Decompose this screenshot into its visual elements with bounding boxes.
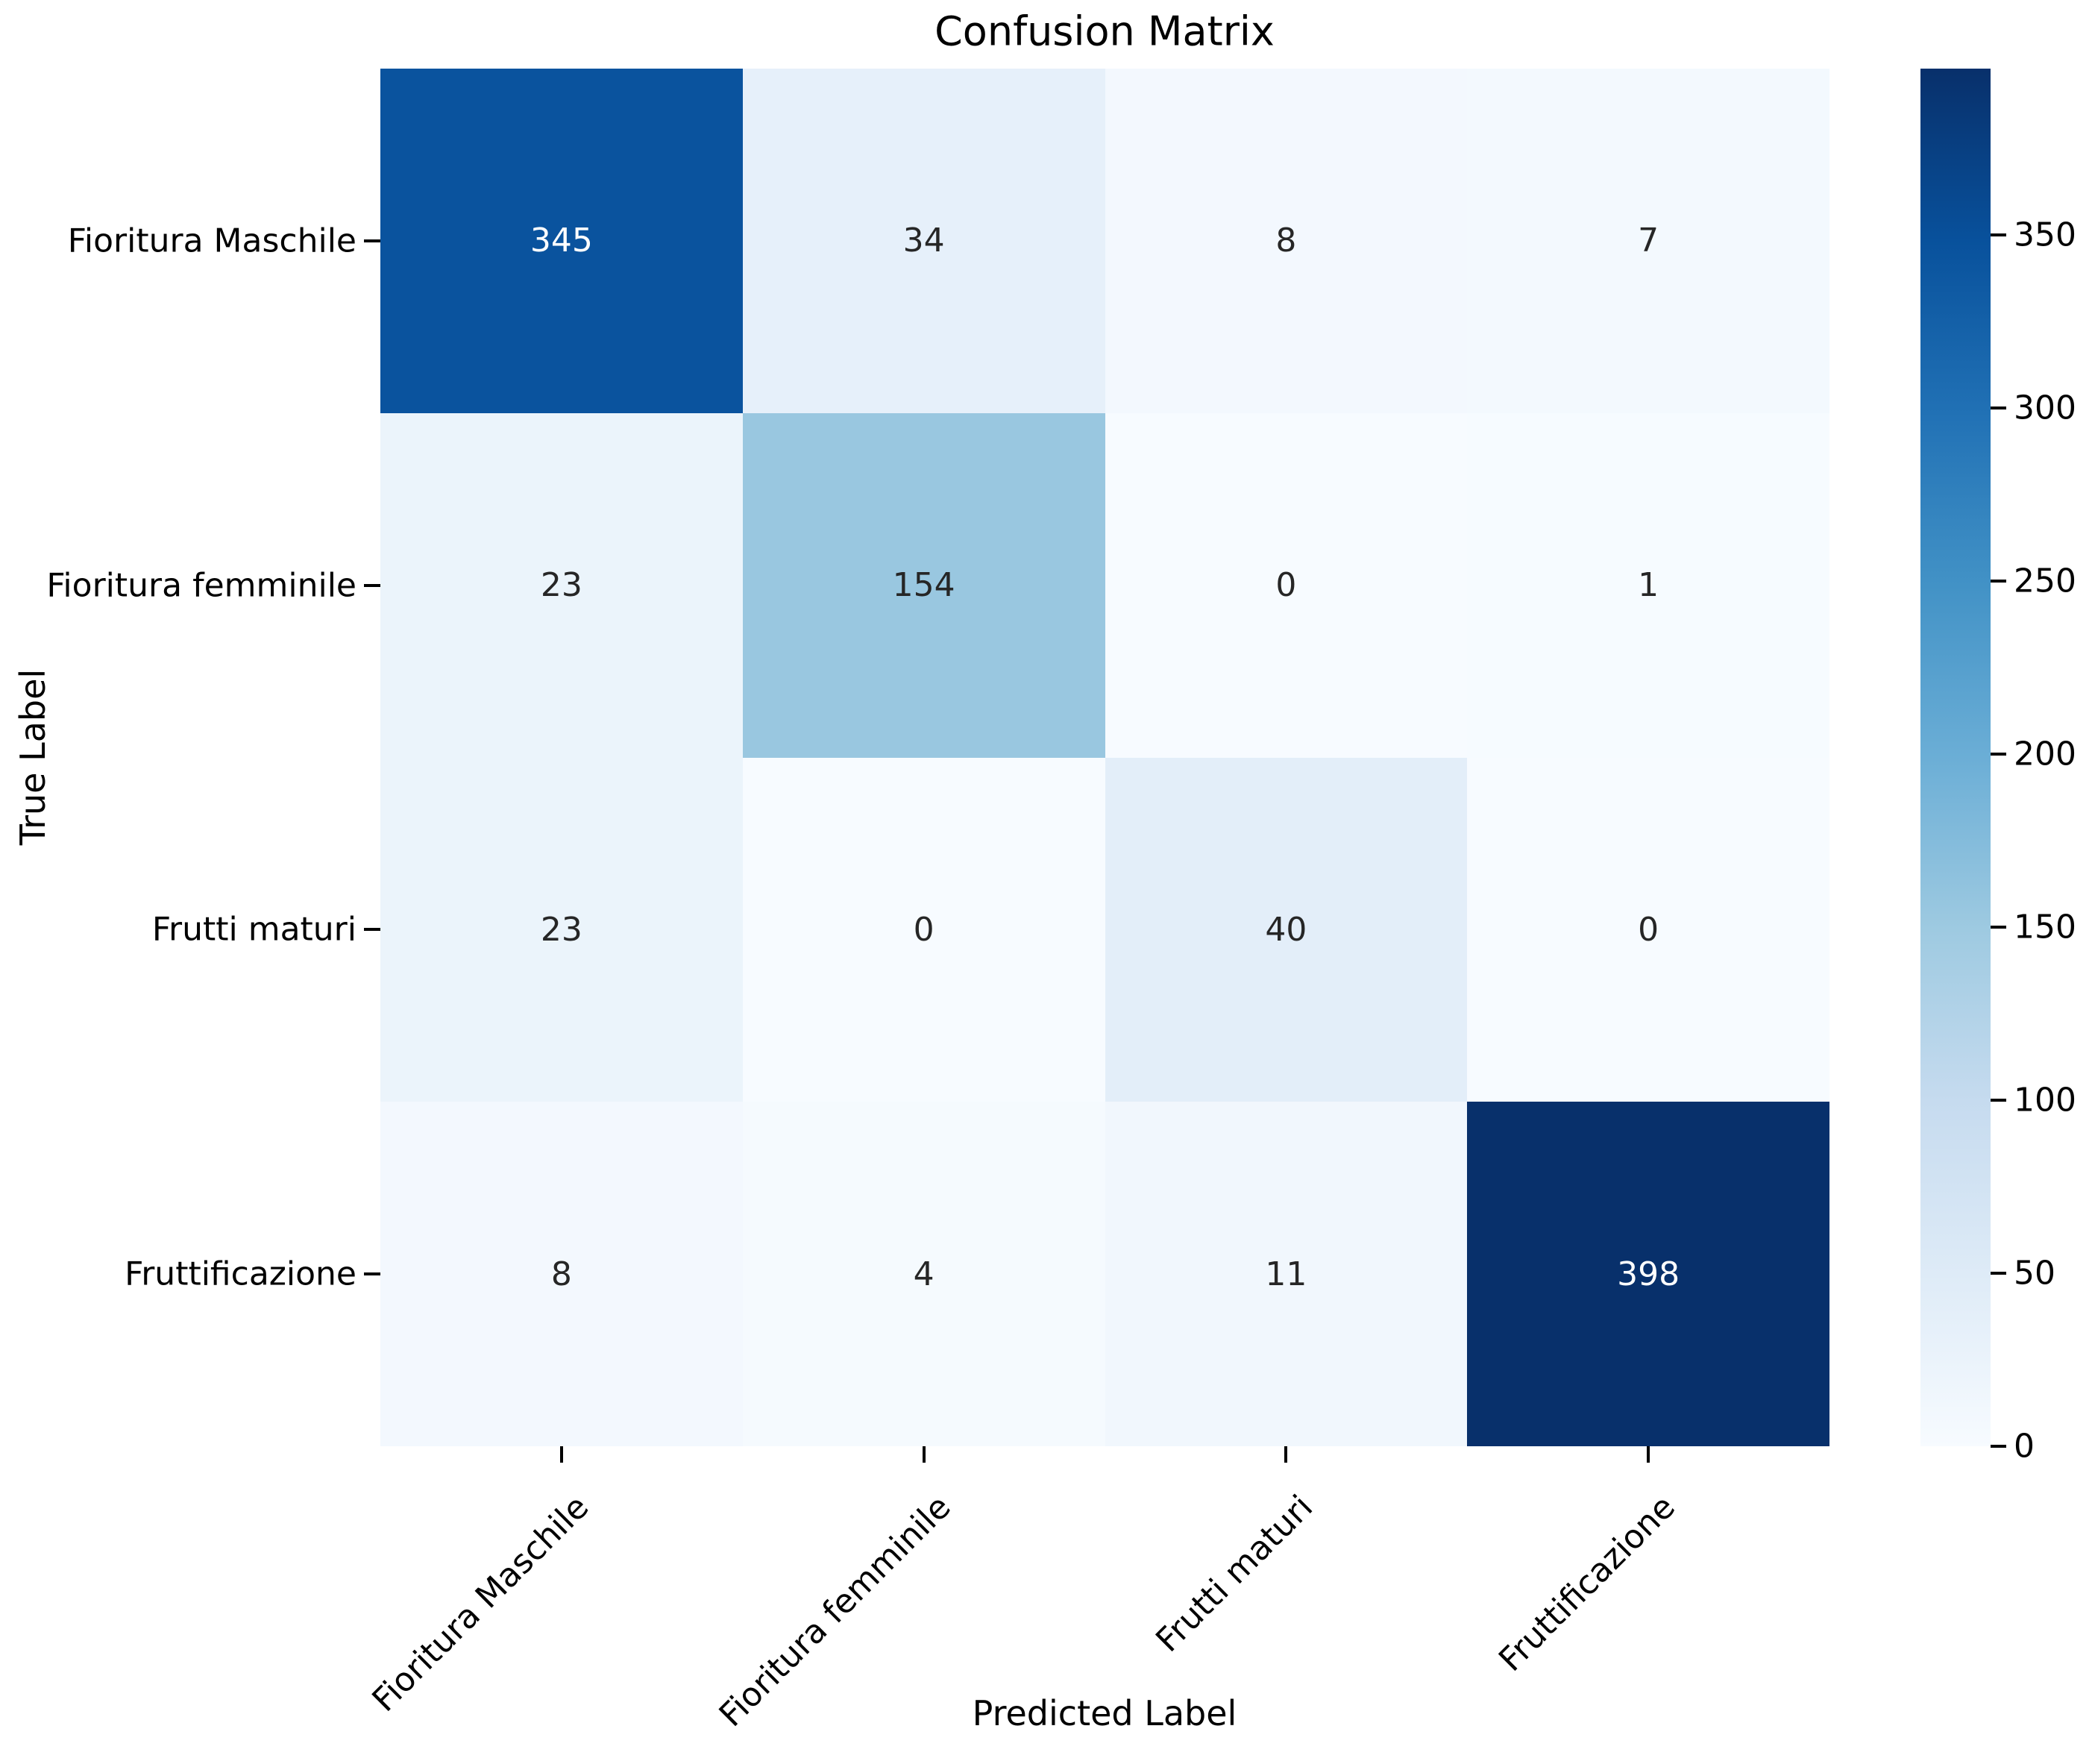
colorbar-tick-mark: [1991, 579, 2006, 583]
cell-value: 34: [902, 222, 945, 260]
cell-value: 8: [550, 1255, 572, 1293]
y-tick-label: Fioritura femminile: [46, 566, 356, 605]
x-tick-mark: [922, 1446, 926, 1463]
colorbar-tick-mark: [1991, 1271, 2006, 1275]
heatmap-cell: 0: [742, 757, 1105, 1102]
heatmap-cell: 0: [1105, 412, 1468, 758]
y-tick-mark: [364, 1272, 380, 1276]
colorbar-tick-mark: [1991, 233, 2006, 236]
colorbar-tick-mark: [1991, 1098, 2006, 1102]
cell-value: 7: [1638, 222, 1659, 260]
cell-value: 11: [1265, 1255, 1307, 1293]
colorbar-tick-label: 250: [2014, 562, 2076, 600]
colorbar-tick-mark: [1991, 406, 2006, 409]
colorbar-tick-mark: [1991, 1445, 2006, 1448]
cell-value: 398: [1617, 1255, 1680, 1293]
y-tick-label: Fruttificazione: [125, 1255, 356, 1293]
y-tick-label: Frutti maturi: [151, 910, 356, 949]
heatmap-cell: 8: [1105, 69, 1468, 413]
x-tick-mark: [559, 1446, 563, 1463]
heatmap-grid: 345 34 8 7 23 154 0 1 23 0 40 0 8 4 11 398: [380, 69, 1829, 1446]
colorbar: [1920, 69, 1991, 1446]
cell-value: 4: [913, 1255, 935, 1293]
colorbar-tick-label: 50: [2014, 1254, 2055, 1293]
cell-value: 0: [1638, 910, 1659, 949]
heatmap-cell: 34: [742, 69, 1105, 413]
colorbar-tick-label: 0: [2014, 1427, 2035, 1466]
y-axis-label: True Label: [13, 668, 53, 846]
x-tick-label: Frutti maturi: [1149, 1488, 1321, 1660]
x-tick-label: Fioritura Maschile: [365, 1488, 596, 1719]
heatmap-cell: 1: [1467, 412, 1829, 758]
heatmap-cell: 398: [1467, 1102, 1829, 1446]
x-tick-mark: [1647, 1446, 1650, 1463]
colorbar-tick-label: 300: [2014, 389, 2076, 427]
colorbar-tick-label: 100: [2014, 1081, 2076, 1120]
y-tick-label: Fioritura Maschile: [67, 222, 356, 260]
colorbar-tick-mark: [1991, 925, 2006, 929]
x-tick-label: Fruttificazione: [1492, 1488, 1683, 1679]
colorbar-tick-label: 200: [2014, 735, 2076, 773]
x-tick-mark: [1284, 1446, 1288, 1463]
cell-value: 0: [1275, 566, 1297, 605]
heatmap-cell: 23: [380, 757, 743, 1102]
heatmap-cell: 23: [380, 412, 743, 758]
cell-value: 23: [540, 566, 582, 605]
heatmap-cell: 0: [1467, 757, 1829, 1102]
heatmap-cell: 8: [380, 1102, 743, 1446]
x-axis-label: Predicted Label: [972, 1693, 1237, 1733]
heatmap-cell: 154: [742, 412, 1105, 758]
cell-value: 1: [1638, 566, 1659, 605]
x-tick-label: Fioritura femminile: [712, 1488, 958, 1734]
heatmap-cell: 345: [380, 69, 743, 413]
y-tick-mark: [364, 583, 380, 587]
colorbar-tick-label: 150: [2014, 908, 2076, 947]
y-tick-mark: [364, 928, 380, 932]
cell-value: 8: [1275, 222, 1297, 260]
heatmap-cell: 4: [742, 1102, 1105, 1446]
heatmap-cell: 40: [1105, 757, 1468, 1102]
chart-title: Confusion Matrix: [935, 7, 1275, 55]
cell-value: 0: [913, 910, 935, 949]
heatmap-cell: 11: [1105, 1102, 1468, 1446]
cell-value: 345: [530, 222, 593, 260]
cell-value: 23: [540, 910, 582, 949]
heatmap-cell: 7: [1467, 69, 1829, 413]
colorbar-tick-label: 350: [2014, 216, 2076, 254]
colorbar-tick-mark: [1991, 752, 2006, 756]
cell-value: 154: [892, 566, 955, 605]
cell-value: 40: [1265, 910, 1307, 949]
y-tick-mark: [364, 239, 380, 242]
